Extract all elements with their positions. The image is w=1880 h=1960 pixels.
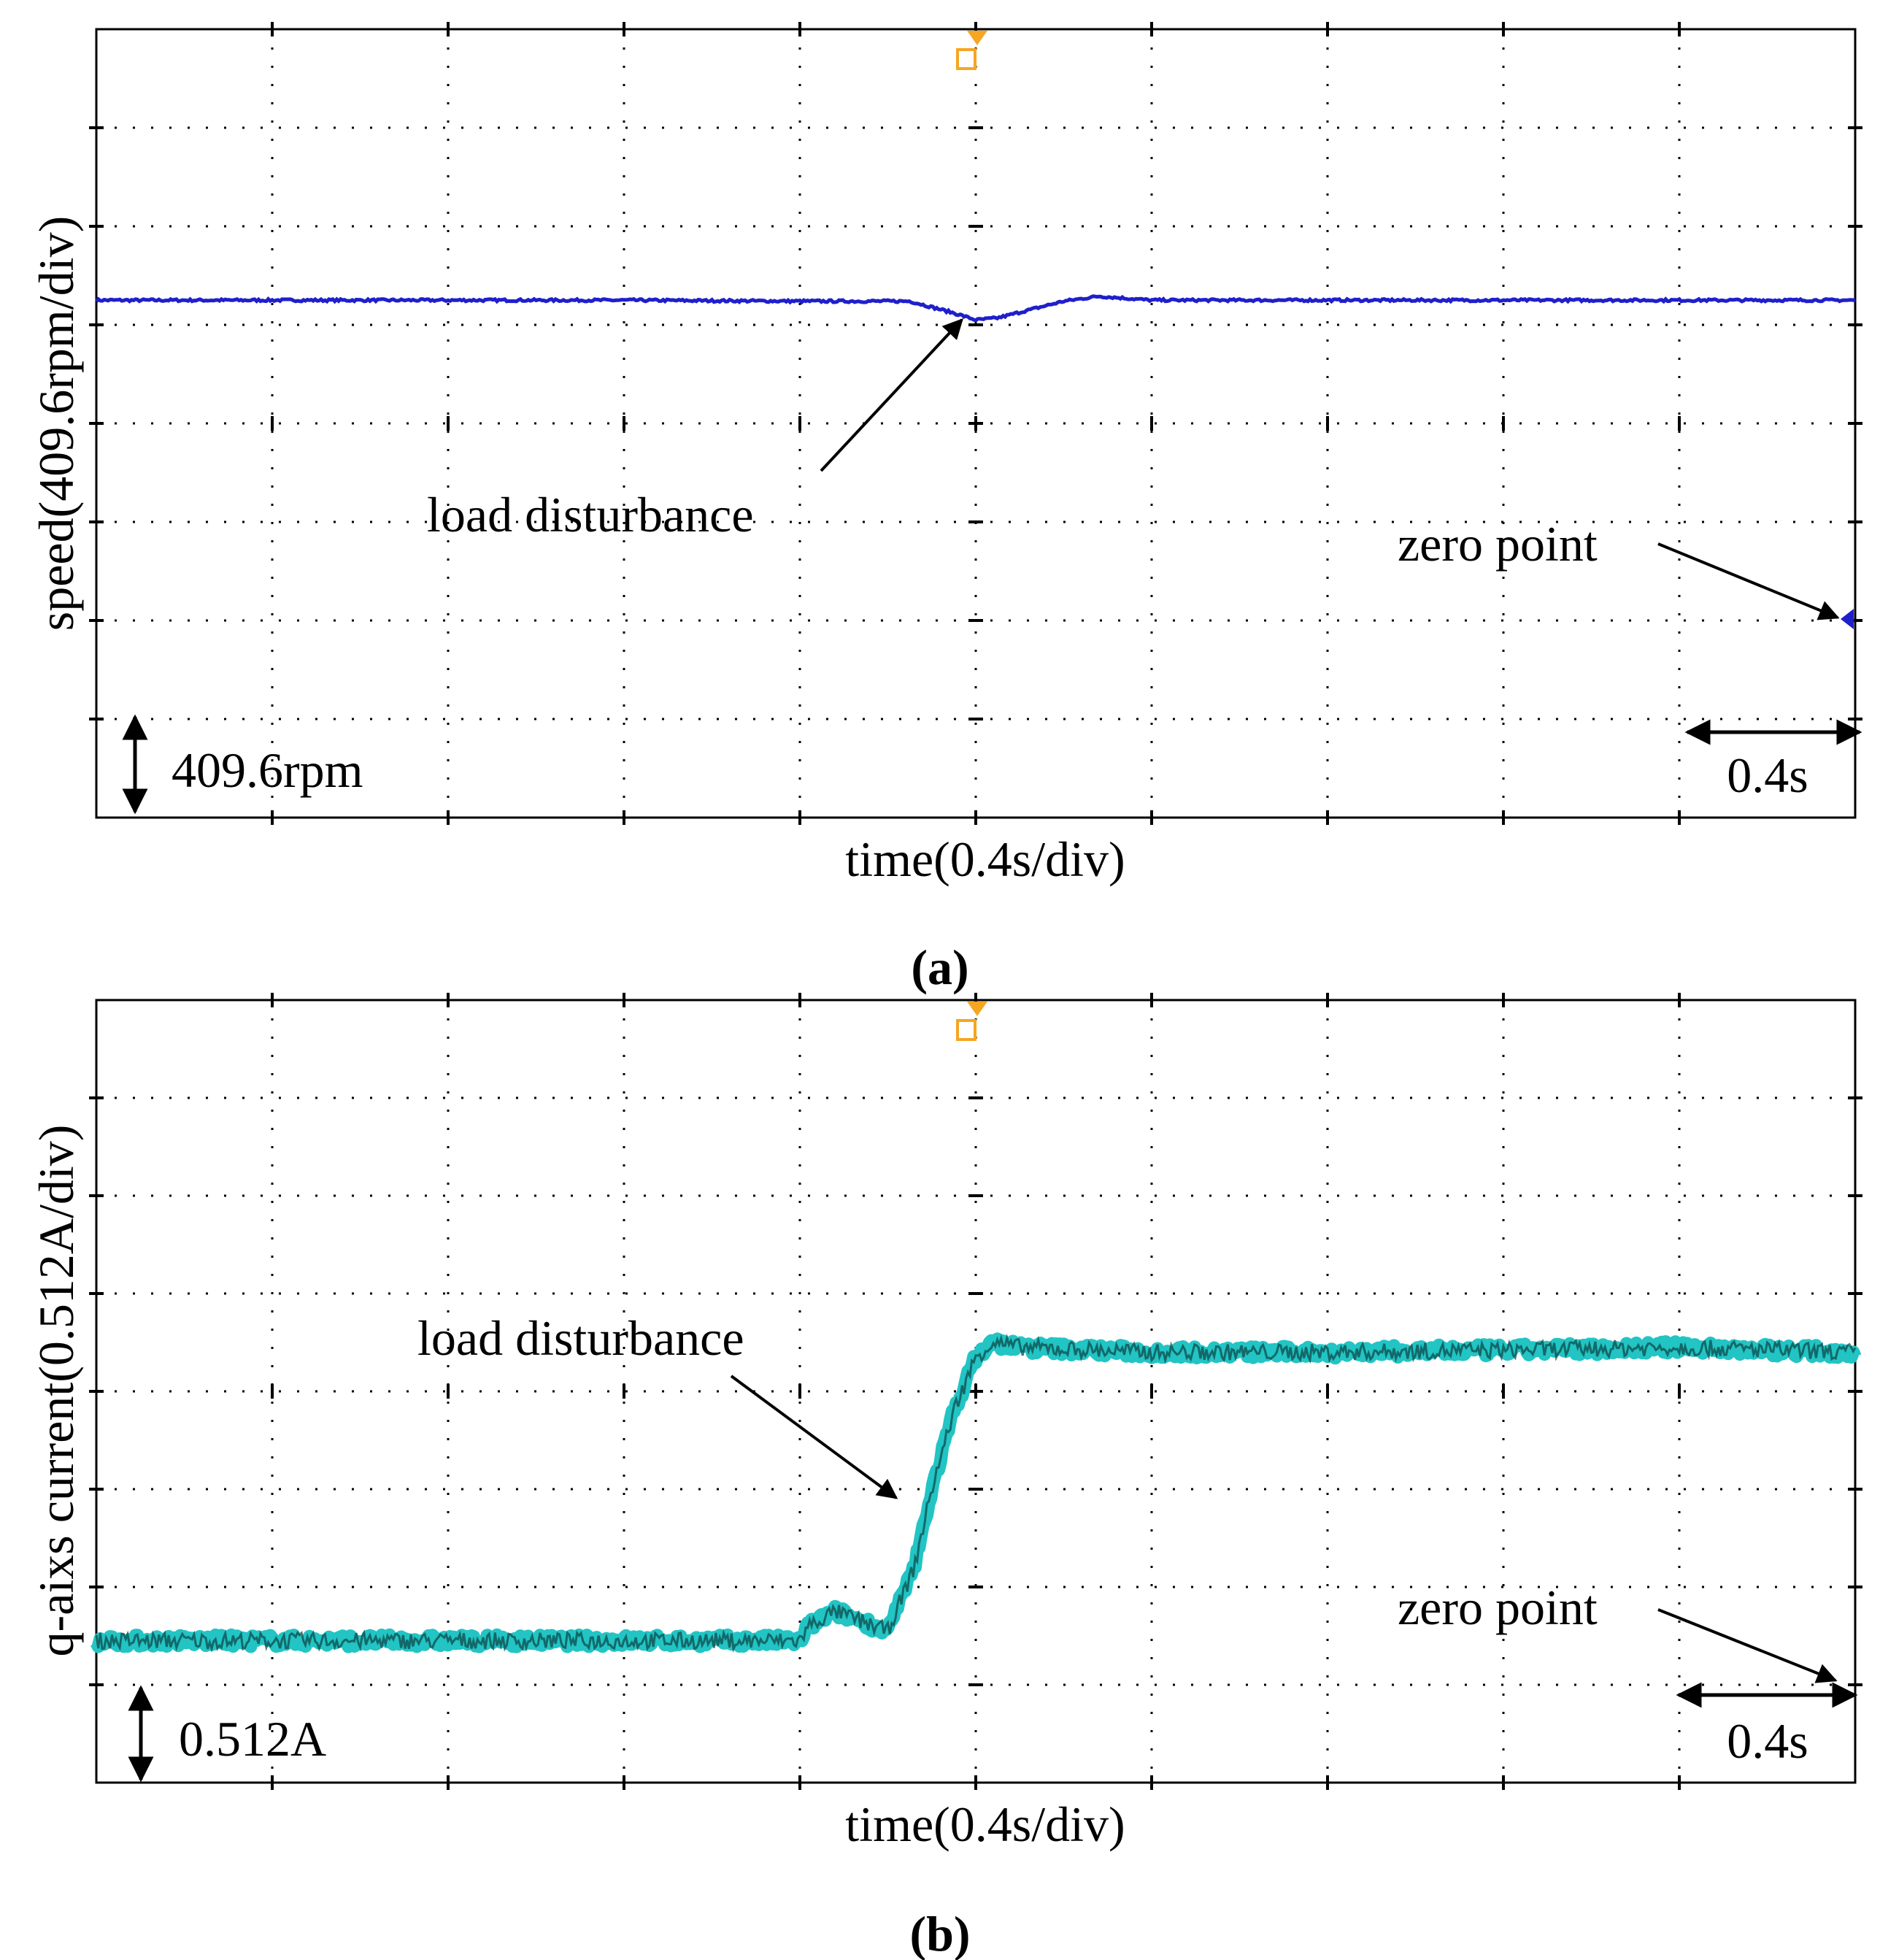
panel-b: q-aixs current(0.512A/div) time(0.4s/div… bbox=[28, 993, 1862, 1960]
zero-point-arrow-b bbox=[1657, 1608, 1838, 1683]
caption-a: (a) bbox=[911, 939, 968, 995]
load-disturbance-arrow-a bbox=[820, 318, 963, 472]
zero-point-arrow-a bbox=[1657, 542, 1840, 620]
y-axis-label-a: speed(409.6rpm/div) bbox=[28, 216, 84, 631]
horizontal-scale-label-b: 0.4s bbox=[1727, 1713, 1808, 1769]
load-disturbance-label-b: load disturbance bbox=[417, 1310, 744, 1366]
x-axis-label-b: time(0.4s/div) bbox=[845, 1796, 1125, 1852]
zero-point-label-a: zero point bbox=[1398, 516, 1598, 572]
plot-frame-b bbox=[95, 999, 1857, 1784]
trigger-marker-a bbox=[956, 31, 987, 70]
q-axis-current-noise bbox=[95, 1333, 1857, 1653]
load-disturbance-label-a: load disturbance bbox=[427, 487, 754, 542]
horizontal-scale-label-a: 0.4s bbox=[1727, 748, 1808, 803]
plot-frame-a bbox=[95, 28, 1857, 819]
vertical-scale-label-a: 409.6rpm bbox=[172, 742, 363, 798]
grid-a bbox=[89, 22, 1862, 825]
zero-point-label-b: zero point bbox=[1398, 1580, 1598, 1635]
caption-b: (b) bbox=[909, 1906, 970, 1960]
panel-a: speed(409.6rpm/div) time(0.4s/div) (a) l… bbox=[28, 22, 1862, 995]
trigger-marker-b bbox=[956, 1002, 987, 1041]
x-axis-label-a: time(0.4s/div) bbox=[845, 831, 1125, 887]
vertical-scale-label-b: 0.512A bbox=[179, 1711, 326, 1767]
speed-trace bbox=[95, 294, 1856, 323]
y-axis-label-b: q-aixs current(0.512A/div) bbox=[28, 1125, 84, 1657]
zero-point-marker-a bbox=[1841, 609, 1854, 629]
load-disturbance-arrow-b bbox=[730, 1375, 898, 1499]
grid-b bbox=[89, 993, 1862, 1790]
